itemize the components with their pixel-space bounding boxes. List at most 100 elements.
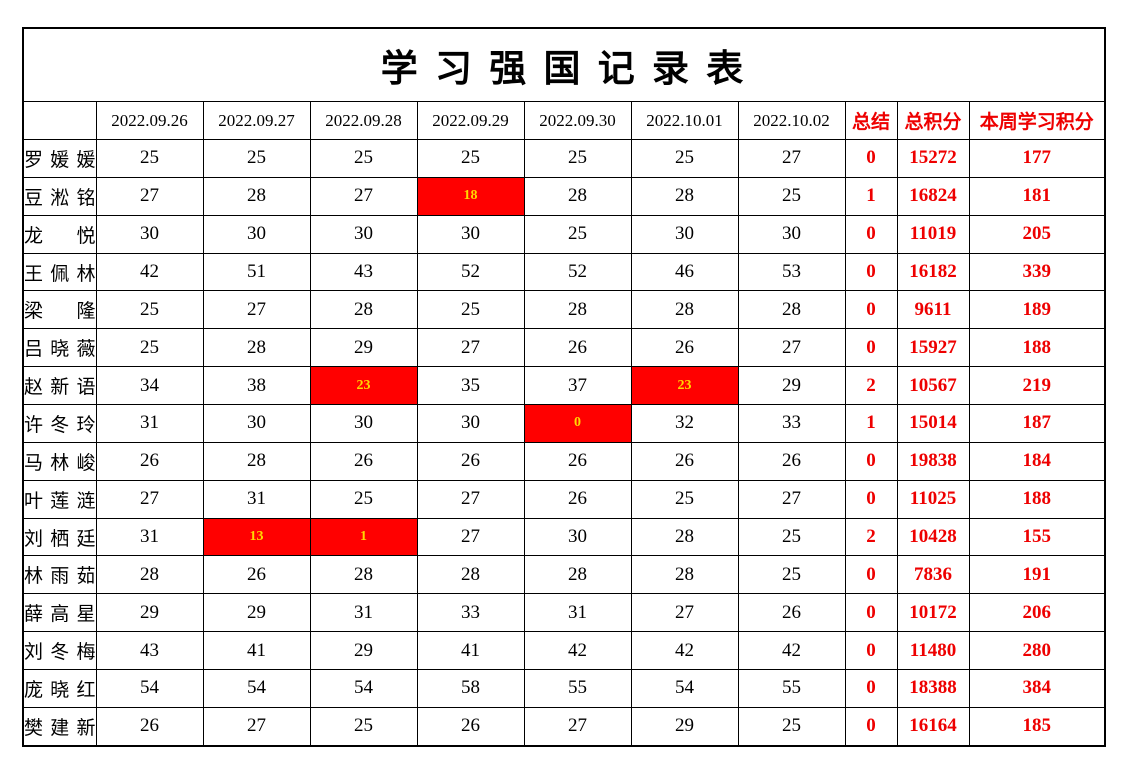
column-header-date-2: 2022.09.27 xyxy=(202,101,311,140)
total-points-cell: 16182 xyxy=(896,252,970,292)
score-cell-highlighted: 18 xyxy=(416,176,525,216)
score-cell: 27 xyxy=(202,706,311,747)
score-cell: 31 xyxy=(309,593,418,633)
score-cell: 26 xyxy=(95,441,204,481)
week-points-cell: 280 xyxy=(968,631,1106,671)
score-cell: 27 xyxy=(416,517,525,557)
summary-cell: 0 xyxy=(844,328,898,368)
score-cell: 28 xyxy=(737,290,846,330)
week-points-cell: 185 xyxy=(968,706,1106,747)
week-points-cell: 188 xyxy=(968,479,1106,519)
score-cell: 28 xyxy=(523,176,632,216)
total-points-cell: 16164 xyxy=(896,706,970,747)
score-cell: 28 xyxy=(202,328,311,368)
study-record-table-container: 学 习 强 国 记 录 表 2022.09.26 2022.09.27 2022… xyxy=(22,27,1106,747)
score-cell: 46 xyxy=(630,252,739,292)
score-cell: 29 xyxy=(95,593,204,633)
name-cell: 刘冬梅 xyxy=(22,631,97,671)
score-cell: 25 xyxy=(309,139,418,178)
week-points-cell: 206 xyxy=(968,593,1106,633)
score-cell: 42 xyxy=(630,631,739,671)
score-cell-highlighted: 1 xyxy=(309,517,418,557)
table-row: 薛高星 29 29 31 33 31 27 26 0 10172 206 xyxy=(22,593,1106,633)
score-cell: 52 xyxy=(523,252,632,292)
score-cell: 31 xyxy=(523,593,632,633)
column-header-total-points: 总积分 xyxy=(896,101,970,140)
score-cell-highlighted: 23 xyxy=(630,366,739,406)
score-cell: 41 xyxy=(416,631,525,671)
score-cell-highlighted: 13 xyxy=(202,517,311,557)
summary-cell: 0 xyxy=(844,139,898,178)
table-body: 罗媛媛 25 25 25 25 25 25 27 0 15272 177 豆淞铭 27 28 27 18 28 2… xyxy=(22,139,1106,747)
score-cell: 26 xyxy=(630,328,739,368)
total-points-cell: 10428 xyxy=(896,517,970,557)
score-cell: 30 xyxy=(309,404,418,443)
score-cell: 52 xyxy=(416,252,525,292)
name-cell: 马林峻 xyxy=(22,441,97,481)
name-cell: 薛高星 xyxy=(22,593,97,633)
score-cell: 34 xyxy=(95,366,204,406)
score-cell: 26 xyxy=(523,328,632,368)
score-cell: 27 xyxy=(416,328,525,368)
week-points-cell: 177 xyxy=(968,139,1106,178)
week-points-cell: 219 xyxy=(968,366,1106,406)
score-cell: 26 xyxy=(95,706,204,747)
score-cell: 30 xyxy=(416,404,525,443)
score-cell: 41 xyxy=(202,631,311,671)
score-cell: 26 xyxy=(202,555,311,595)
score-cell: 25 xyxy=(630,479,739,519)
score-cell: 25 xyxy=(523,214,632,254)
score-cell: 25 xyxy=(309,479,418,519)
week-points-cell: 187 xyxy=(968,404,1106,443)
score-cell: 28 xyxy=(202,441,311,481)
column-header-date-1: 2022.09.26 xyxy=(95,101,204,140)
name-cell: 梁 隆 xyxy=(22,290,97,330)
total-points-cell: 19838 xyxy=(896,441,970,481)
name-cell: 樊建新 xyxy=(22,706,97,747)
score-cell: 25 xyxy=(95,290,204,330)
score-cell: 54 xyxy=(309,669,418,708)
summary-cell: 0 xyxy=(844,441,898,481)
table-row: 林雨茹 28 26 28 28 28 28 25 0 7836 191 xyxy=(22,555,1106,595)
score-cell: 25 xyxy=(416,290,525,330)
score-cell: 31 xyxy=(95,517,204,557)
score-cell: 26 xyxy=(523,479,632,519)
score-cell: 27 xyxy=(523,706,632,747)
score-cell: 33 xyxy=(737,404,846,443)
name-cell: 罗媛媛 xyxy=(22,139,97,178)
score-cell: 25 xyxy=(309,706,418,747)
summary-cell: 0 xyxy=(844,555,898,595)
name-cell: 叶莲涟 xyxy=(22,479,97,519)
summary-cell: 1 xyxy=(844,176,898,216)
summary-cell: 0 xyxy=(844,669,898,708)
summary-cell: 0 xyxy=(844,214,898,254)
table-row: 刘冬梅 43 41 29 41 42 42 42 0 11480 280 xyxy=(22,631,1106,671)
score-cell: 26 xyxy=(737,441,846,481)
column-header-date-3: 2022.09.28 xyxy=(309,101,418,140)
name-cell: 刘栖廷 xyxy=(22,517,97,557)
score-cell: 37 xyxy=(523,366,632,406)
week-points-cell: 184 xyxy=(968,441,1106,481)
week-points-cell: 339 xyxy=(968,252,1106,292)
score-cell: 27 xyxy=(737,328,846,368)
score-cell: 27 xyxy=(416,479,525,519)
score-cell: 42 xyxy=(737,631,846,671)
score-cell: 55 xyxy=(737,669,846,708)
score-cell: 27 xyxy=(630,593,739,633)
score-cell: 58 xyxy=(416,669,525,708)
column-header-date-7: 2022.10.02 xyxy=(737,101,846,140)
week-points-cell: 188 xyxy=(968,328,1106,368)
score-cell: 43 xyxy=(309,252,418,292)
table-row: 豆淞铭 27 28 27 18 28 28 25 1 16824 181 xyxy=(22,176,1106,216)
score-cell: 51 xyxy=(202,252,311,292)
summary-cell: 0 xyxy=(844,479,898,519)
score-cell: 30 xyxy=(95,214,204,254)
score-cell: 28 xyxy=(95,555,204,595)
column-header-date-5: 2022.09.30 xyxy=(523,101,632,140)
week-points-cell: 155 xyxy=(968,517,1106,557)
table-row: 叶莲涟 27 31 25 27 26 25 27 0 11025 188 xyxy=(22,479,1106,519)
score-cell: 28 xyxy=(523,555,632,595)
score-cell: 26 xyxy=(523,441,632,481)
score-cell: 28 xyxy=(416,555,525,595)
total-points-cell: 11019 xyxy=(896,214,970,254)
